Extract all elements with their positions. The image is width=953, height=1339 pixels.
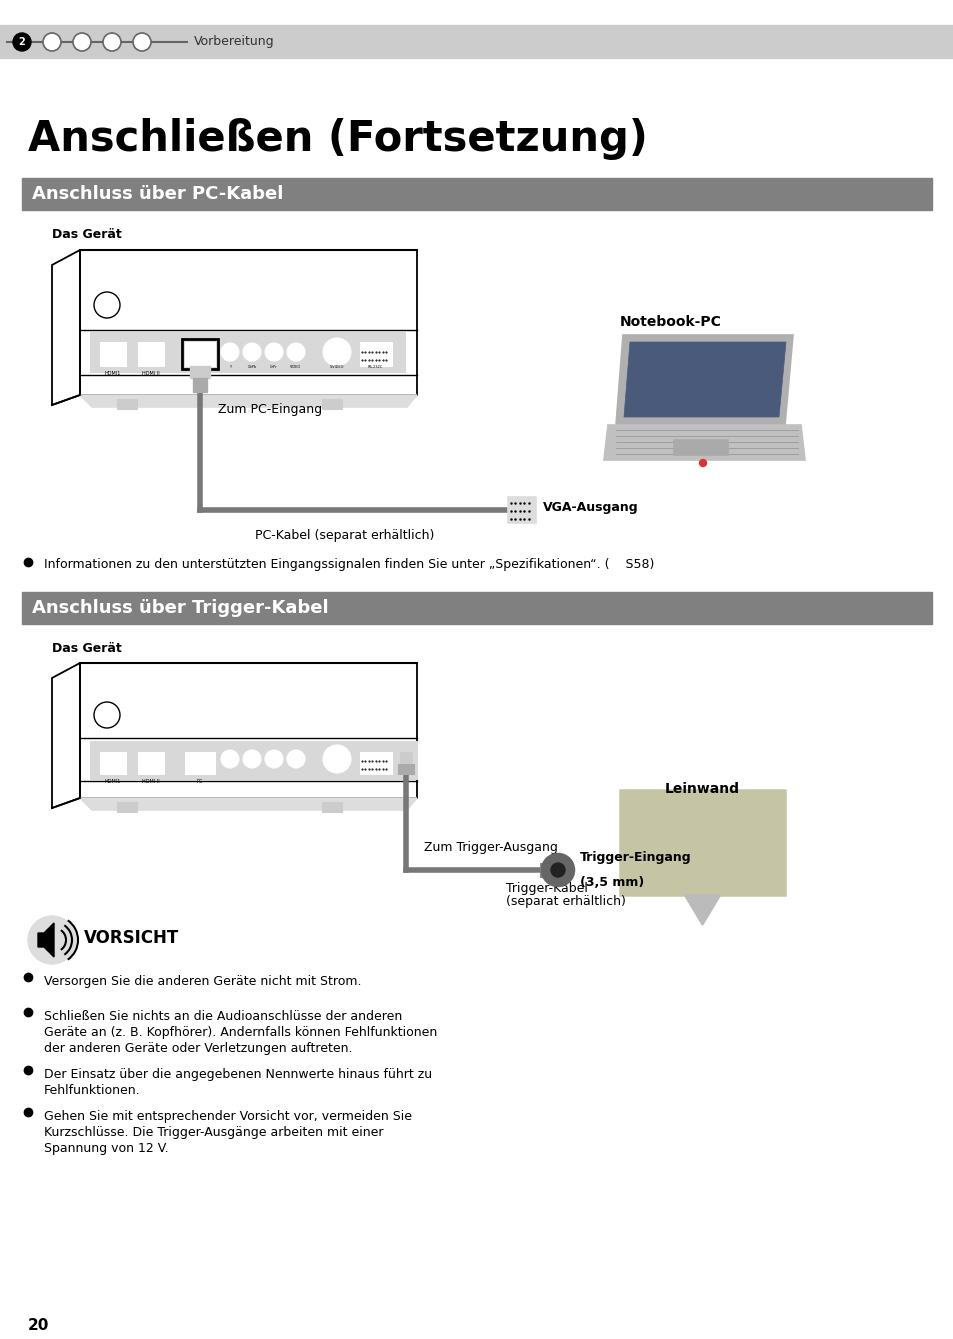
- Bar: [399, 753, 412, 774]
- Text: Fehlfunktionen.: Fehlfunktionen.: [44, 1085, 140, 1097]
- Circle shape: [73, 33, 91, 51]
- Text: Kurzschlüsse. Die Trigger-Ausgänge arbeiten mit einer: Kurzschlüsse. Die Trigger-Ausgänge arbei…: [44, 1126, 383, 1139]
- Text: Trigger-Eingang: Trigger-Eingang: [579, 852, 691, 864]
- Circle shape: [699, 459, 706, 466]
- Bar: [80, 250, 416, 395]
- Text: VORSICHT: VORSICHT: [84, 929, 179, 947]
- Text: 20: 20: [28, 1318, 50, 1334]
- Bar: [190, 366, 210, 378]
- Text: der anderen Geräte oder Verletzungen auftreten.: der anderen Geräte oder Verletzungen auf…: [44, 1042, 352, 1055]
- Bar: [22, 592, 931, 624]
- Bar: [619, 790, 784, 894]
- Bar: [193, 378, 207, 392]
- Polygon shape: [684, 894, 720, 925]
- Text: HDMI1: HDMI1: [105, 371, 121, 376]
- Text: (3,5 mm): (3,5 mm): [579, 876, 643, 889]
- Bar: [138, 753, 164, 774]
- Text: HDMI II: HDMI II: [142, 371, 160, 376]
- Polygon shape: [80, 798, 416, 810]
- Text: Leinwand: Leinwand: [664, 782, 740, 795]
- Bar: [117, 802, 137, 811]
- Bar: [359, 753, 392, 774]
- Text: Versorgen Sie die anderen Geräte nicht mit Strom.: Versorgen Sie die anderen Geräte nicht m…: [44, 975, 361, 988]
- Text: Das Gerät: Das Gerät: [52, 228, 122, 241]
- Circle shape: [221, 750, 239, 769]
- Text: Notebook-PC: Notebook-PC: [619, 315, 721, 329]
- Polygon shape: [38, 923, 54, 957]
- Bar: [322, 802, 341, 811]
- Bar: [138, 341, 164, 366]
- Bar: [90, 740, 416, 779]
- Text: Anschluss über PC-Kabel: Anschluss über PC-Kabel: [32, 185, 283, 204]
- Bar: [22, 178, 931, 210]
- Circle shape: [243, 750, 261, 769]
- Circle shape: [28, 916, 76, 964]
- Text: HDMI1: HDMI1: [105, 779, 121, 785]
- Polygon shape: [603, 424, 804, 461]
- Bar: [322, 399, 341, 408]
- Text: Gehen Sie mit entsprechender Vorsicht vor, vermeiden Sie: Gehen Sie mit entsprechender Vorsicht vo…: [44, 1110, 412, 1123]
- Text: RS-232C: RS-232C: [367, 366, 382, 370]
- Circle shape: [13, 33, 30, 51]
- Text: Informationen zu den unterstützten Eingangssignalen finden Sie unter „Spezifikat: Informationen zu den unterstützten Einga…: [44, 558, 654, 570]
- Circle shape: [43, 33, 61, 51]
- Bar: [507, 497, 536, 524]
- Circle shape: [323, 337, 351, 366]
- Bar: [185, 341, 214, 366]
- Text: Zum PC-Eingang: Zum PC-Eingang: [218, 403, 322, 416]
- Circle shape: [103, 33, 121, 51]
- Text: HDMI II: HDMI II: [142, 779, 160, 785]
- Circle shape: [265, 343, 283, 362]
- Circle shape: [541, 854, 574, 886]
- Bar: [185, 753, 214, 774]
- Text: Das Gerät: Das Gerät: [52, 641, 122, 655]
- Circle shape: [287, 343, 305, 362]
- Text: S-VIDEO: S-VIDEO: [330, 366, 344, 370]
- Text: Anschluss über Trigger-Kabel: Anschluss über Trigger-Kabel: [32, 599, 328, 617]
- Bar: [182, 339, 218, 370]
- Bar: [672, 439, 727, 455]
- Text: Geräte an (z. B. Kopfhörer). Andernfalls können Fehlfunktionen: Geräte an (z. B. Kopfhörer). Andernfalls…: [44, 1026, 436, 1039]
- Text: Spannung von 12 V.: Spannung von 12 V.: [44, 1142, 169, 1156]
- Text: Trigger-Kabel: Trigger-Kabel: [505, 882, 587, 894]
- Circle shape: [243, 343, 261, 362]
- Polygon shape: [623, 341, 785, 416]
- Polygon shape: [80, 395, 416, 407]
- Text: Zum Trigger-Ausgang: Zum Trigger-Ausgang: [423, 841, 558, 854]
- Text: CbPb: CbPb: [247, 366, 256, 370]
- Text: Der Einsatz über die angegebenen Nennwerte hinaus führt zu: Der Einsatz über die angegebenen Nennwer…: [44, 1069, 432, 1081]
- Text: (separat erhältlich): (separat erhältlich): [505, 894, 625, 908]
- Bar: [90, 332, 405, 372]
- Circle shape: [221, 343, 239, 362]
- Text: PC: PC: [196, 779, 203, 785]
- Bar: [539, 864, 558, 877]
- Text: Schließen Sie nichts an die Audioanschlüsse der anderen: Schließen Sie nichts an die Audioanschlü…: [44, 1010, 402, 1023]
- Circle shape: [287, 750, 305, 769]
- Text: Y: Y: [229, 366, 231, 370]
- Bar: [80, 663, 416, 798]
- Circle shape: [551, 864, 564, 877]
- Text: PC: PC: [196, 371, 203, 376]
- Circle shape: [132, 33, 151, 51]
- Polygon shape: [616, 335, 792, 424]
- Circle shape: [265, 750, 283, 769]
- Bar: [100, 753, 126, 774]
- Text: 2: 2: [19, 37, 26, 47]
- Bar: [359, 341, 392, 366]
- Text: VIDEO: VIDEO: [290, 366, 301, 370]
- Bar: [117, 399, 137, 408]
- Bar: [100, 341, 126, 366]
- Bar: [397, 765, 414, 774]
- Bar: [0, 25, 953, 58]
- Text: Anschließen (Fortsetzung): Anschließen (Fortsetzung): [28, 118, 647, 159]
- Text: VGA-Ausgang: VGA-Ausgang: [542, 501, 638, 513]
- Circle shape: [323, 744, 351, 773]
- Text: Vorbereitung: Vorbereitung: [193, 36, 274, 48]
- Text: CrPr: CrPr: [270, 366, 277, 370]
- Text: PC-Kabel (separat erhältlich): PC-Kabel (separat erhältlich): [254, 529, 434, 541]
